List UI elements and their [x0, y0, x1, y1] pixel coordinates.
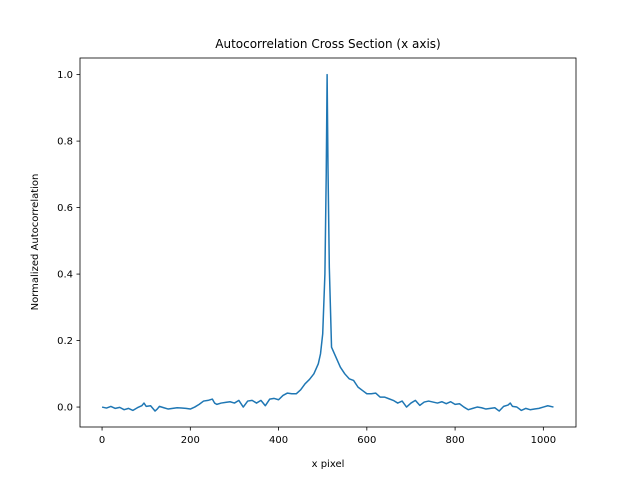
x-axis-label: x pixel [312, 459, 345, 470]
y-tick-label: 1.0 [57, 70, 73, 81]
y-tick-label: 0.6 [57, 203, 73, 214]
x-axis: 0 200 400 600 800 1000 [99, 427, 556, 446]
y-tick-label: 0.0 [57, 403, 73, 414]
chart-title: Autocorrelation Cross Section (x axis) [215, 37, 441, 51]
x-tick-label: 0 [99, 435, 105, 446]
x-tick-label: 600 [357, 435, 376, 446]
x-tick-label: 200 [181, 435, 200, 446]
x-tick-label: 1000 [531, 435, 556, 446]
y-axis: 0.0 0.2 0.4 0.6 0.8 1.0 [57, 70, 80, 414]
plot-area [101, 73, 554, 412]
series-line-0 [101, 73, 554, 412]
y-tick-label: 0.8 [57, 137, 73, 148]
x-tick-label: 400 [269, 435, 288, 446]
y-tick-label: 0.4 [57, 270, 73, 281]
x-tick-label: 800 [446, 435, 465, 446]
y-tick-label: 0.2 [57, 336, 73, 347]
axes-frame [79, 57, 577, 428]
y-axis-label: Normalized Autocorrelation [30, 174, 41, 311]
